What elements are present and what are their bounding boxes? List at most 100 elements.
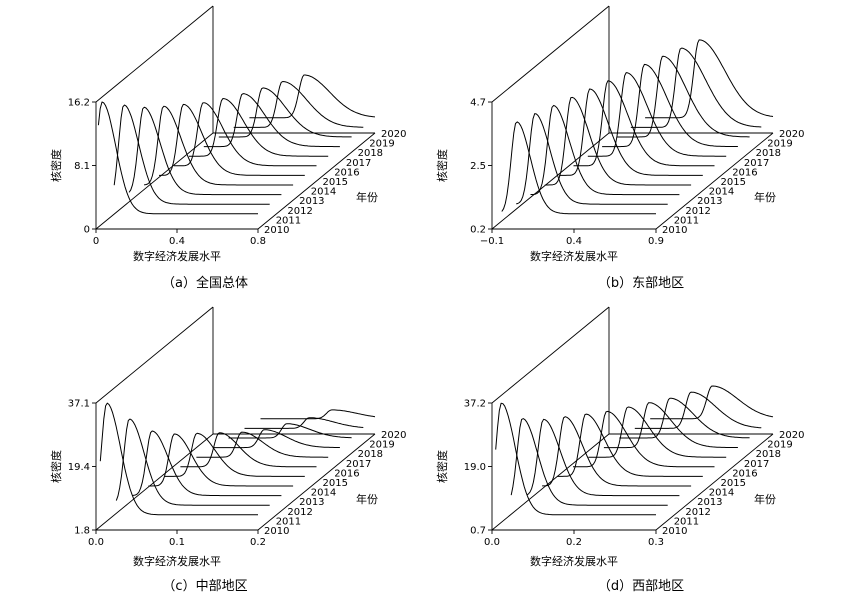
year-label: 2011 xyxy=(276,215,301,226)
density-curve-2016 xyxy=(587,72,727,157)
year-label: 2014 xyxy=(709,187,734,198)
density-curve-2020 xyxy=(260,409,376,420)
year-label: 2013 xyxy=(697,497,722,508)
density-curve-2010 xyxy=(97,101,258,215)
top-back-edge xyxy=(491,306,610,404)
year-label: 2010 xyxy=(264,225,289,236)
density-curve-2013 xyxy=(148,433,294,487)
year-label: 2013 xyxy=(697,196,722,207)
density-curve-2014 xyxy=(557,413,703,477)
year-label: 2019 xyxy=(369,440,394,451)
year-label: 2020 xyxy=(779,430,804,441)
year-label: 2016 xyxy=(334,167,359,178)
year-label: 2019 xyxy=(767,139,792,150)
depth-axis-line xyxy=(655,132,774,230)
density-curve-2019 xyxy=(634,391,762,429)
density-curve-2018 xyxy=(619,397,750,439)
year-label: 2016 xyxy=(334,468,359,479)
density-curve-2010 xyxy=(495,402,656,516)
y-tick-label: 19.4 xyxy=(68,462,90,473)
density-curve-2012 xyxy=(128,106,282,196)
density-curve-2017 xyxy=(203,93,340,148)
density-curve-2010 xyxy=(99,402,258,516)
y-tick-label: 1.8 xyxy=(74,526,90,537)
top-back-edge xyxy=(95,306,214,404)
density-curve-2012 xyxy=(526,418,680,497)
x-tick-label: 0.9 xyxy=(648,236,664,247)
top-back-edge xyxy=(95,5,214,103)
density-curve-2016 xyxy=(588,406,727,458)
year-label: 2019 xyxy=(369,139,394,150)
year-label: 2016 xyxy=(732,468,757,479)
density-curve-2020 xyxy=(650,385,774,420)
year-label: 2014 xyxy=(709,488,734,499)
year-label: 2012 xyxy=(287,206,312,217)
x-tick-label: 0.4 xyxy=(566,236,582,247)
year-label: 2015 xyxy=(721,478,746,489)
year-label: 2017 xyxy=(346,158,371,169)
year-label: 2020 xyxy=(381,129,406,140)
x-axis-label: 数字经济发展水平 xyxy=(530,249,618,263)
density-curve-2015 xyxy=(573,410,715,468)
density-curve-2017 xyxy=(603,402,738,449)
floor-back-edge xyxy=(491,433,610,531)
density-curve-2012 xyxy=(132,430,282,497)
x-axis-label: 数字经济发展水平 xyxy=(133,554,221,568)
density-curve-2013 xyxy=(544,96,692,186)
year-label: 2013 xyxy=(299,497,324,508)
density-curve-2018 xyxy=(228,423,352,439)
x-tick-label: 0.2 xyxy=(250,537,266,548)
y-tick-label: 19.0 xyxy=(464,462,486,473)
density-curve-2019 xyxy=(233,81,364,128)
year-label: 2011 xyxy=(276,516,301,527)
y-axis-label: 核密度 xyxy=(49,450,63,483)
year-label: 2012 xyxy=(685,206,710,217)
y-tick-label: 4.7 xyxy=(470,98,486,109)
panel-caption: （d）西部地区 xyxy=(598,579,684,594)
density-curve-2011 xyxy=(516,113,668,205)
y-axis-label: 核密度 xyxy=(435,149,449,182)
density-curve-2015 xyxy=(180,432,317,468)
depth-axis-line xyxy=(257,132,376,230)
density-curve-2019 xyxy=(244,417,364,429)
density-curve-2010 xyxy=(501,121,656,215)
density-curve-2015 xyxy=(573,80,715,167)
density-curve-2014 xyxy=(164,432,305,477)
year-label: 2017 xyxy=(744,158,769,169)
x-axis-label: 数字经济发展水平 xyxy=(133,249,221,263)
panel-caption: （b）东部地区 xyxy=(598,276,684,291)
year-label: 2017 xyxy=(744,459,769,470)
density-curve-2015 xyxy=(173,102,317,167)
depth-axis-label: 年份 xyxy=(356,492,378,506)
depth-axis-label: 年份 xyxy=(356,190,378,204)
y-axis-label: 核密度 xyxy=(435,450,449,483)
year-label: 2012 xyxy=(287,507,312,518)
year-label: 2010 xyxy=(662,225,687,236)
floor-back-edge xyxy=(95,433,214,531)
x-axis-label: 数字经济发展水平 xyxy=(530,554,618,568)
y-tick-label: 2.5 xyxy=(470,161,486,172)
density-curve-2013 xyxy=(542,416,692,487)
density-curve-2013 xyxy=(144,105,294,186)
density-curve-2020 xyxy=(249,74,376,119)
year-label: 2015 xyxy=(721,177,746,188)
panel-caption: （c）中部地区 xyxy=(162,579,247,594)
x-tick-label: −0.1 xyxy=(480,236,504,247)
y-tick-label: 37.2 xyxy=(464,399,486,410)
year-label: 2010 xyxy=(264,526,289,537)
y-tick-label: 0.2 xyxy=(470,225,486,236)
x-tick-label: 0.0 xyxy=(484,537,500,548)
year-label: 2015 xyxy=(323,478,348,489)
x-tick-label: 0.2 xyxy=(566,537,582,548)
density-curve-2016 xyxy=(188,98,329,157)
density-curve-2011 xyxy=(113,104,270,205)
density-curve-2018 xyxy=(218,87,352,138)
x-tick-label: 0.0 xyxy=(88,537,104,548)
year-label: 2017 xyxy=(346,459,371,470)
depth-axis-line xyxy=(257,433,376,531)
year-label: 2020 xyxy=(381,430,406,441)
panel-national: 08.116.20 0.4 0.8核密度数字经济发展水平（a）全国总体年份20102… xyxy=(49,5,406,291)
